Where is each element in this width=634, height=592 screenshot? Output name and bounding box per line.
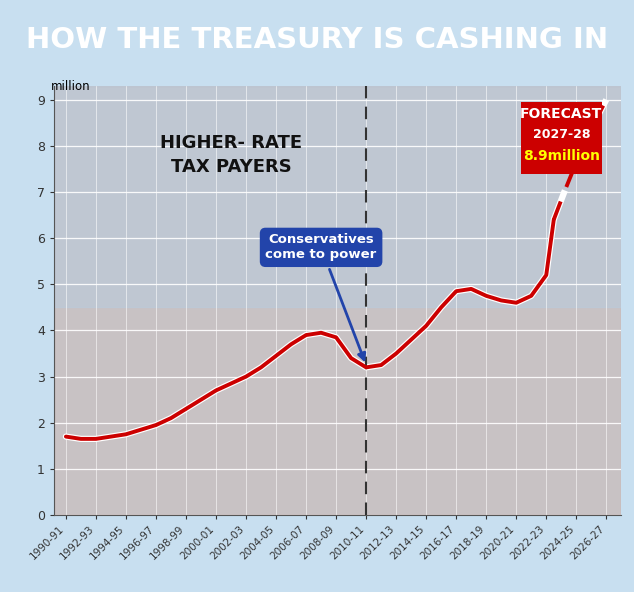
Text: Conservatives
come to power: Conservatives come to power xyxy=(266,233,377,359)
Text: HOW THE TREASURY IS CASHING IN: HOW THE TREASURY IS CASHING IN xyxy=(26,26,608,54)
Bar xyxy=(54,86,621,307)
FancyBboxPatch shape xyxy=(521,102,602,173)
Text: FORECAST: FORECAST xyxy=(520,107,602,121)
Bar xyxy=(54,86,621,515)
Text: million: million xyxy=(51,80,91,93)
Text: HIGHER- RATE
TAX PAYERS: HIGHER- RATE TAX PAYERS xyxy=(160,134,302,176)
Text: 2027-28: 2027-28 xyxy=(533,128,590,141)
Text: 8.9million: 8.9million xyxy=(523,149,600,163)
